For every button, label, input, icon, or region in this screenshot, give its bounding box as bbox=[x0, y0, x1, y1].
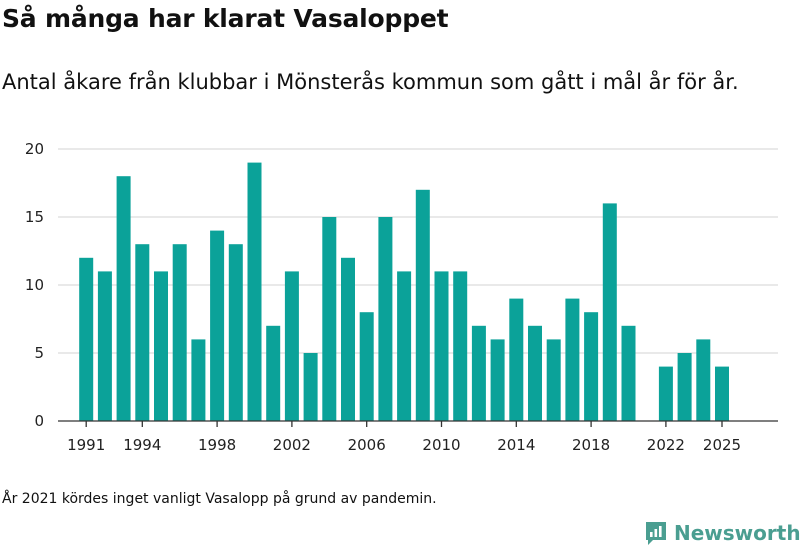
bar-2014 bbox=[509, 298, 524, 421]
newsworthy-logo-text: Newsworthy bbox=[674, 521, 800, 545]
bar-2018 bbox=[584, 312, 599, 421]
bar-2024 bbox=[696, 339, 711, 421]
bar-2004 bbox=[322, 217, 337, 421]
chart-title: Så många har klarat Vasaloppet bbox=[2, 4, 449, 33]
bar-1999 bbox=[228, 244, 243, 421]
bar-1997 bbox=[191, 339, 206, 421]
bar-1998 bbox=[210, 230, 225, 421]
x-tick-label-2018: 2018 bbox=[572, 436, 610, 454]
bar-2020 bbox=[621, 325, 636, 421]
bar-2025 bbox=[715, 366, 729, 421]
bar-1995 bbox=[154, 271, 168, 421]
bars bbox=[79, 162, 729, 421]
bar-2012 bbox=[471, 325, 486, 421]
y-tick-label-5: 5 bbox=[34, 344, 44, 362]
bar-2007 bbox=[378, 217, 393, 421]
chart-subtitle: Antal åkare från klubbar i Mönsterås kom… bbox=[2, 70, 739, 94]
bar-2009 bbox=[415, 189, 430, 421]
bar-1992 bbox=[97, 271, 112, 421]
newsworthy-logo: Newsworthy bbox=[644, 520, 800, 546]
bar-2016 bbox=[546, 339, 561, 421]
bar-2006 bbox=[359, 312, 374, 421]
bar-2015 bbox=[528, 325, 542, 421]
x-tick-label-2010: 2010 bbox=[422, 436, 460, 454]
x-tick-label-2022: 2022 bbox=[647, 436, 685, 454]
bar-2011 bbox=[453, 271, 468, 421]
bar-2000 bbox=[247, 162, 262, 421]
y-tick-label-15: 15 bbox=[25, 208, 44, 226]
x-tick-label-1991: 1991 bbox=[67, 436, 105, 454]
x-tick-label-2006: 2006 bbox=[348, 436, 386, 454]
y-axis-labels: 0 5 10 15 20 bbox=[25, 140, 44, 430]
y-tick-label-0: 0 bbox=[34, 412, 44, 430]
bar-1996 bbox=[172, 244, 187, 421]
bar-2019 bbox=[602, 203, 617, 421]
x-tick-label-2014: 2014 bbox=[497, 436, 535, 454]
bar-2002 bbox=[284, 271, 299, 421]
bar-2013 bbox=[490, 339, 505, 421]
bar-2001 bbox=[266, 325, 281, 421]
bar-1991 bbox=[79, 257, 94, 421]
bar-1993 bbox=[116, 176, 131, 421]
y-tick-label-10: 10 bbox=[25, 276, 44, 294]
bar-2022 bbox=[658, 366, 673, 421]
y-tick-label-20: 20 bbox=[25, 140, 44, 158]
bar-2023 bbox=[677, 353, 692, 421]
bar-2005 bbox=[341, 257, 355, 421]
footnote: År 2021 kördes inget vanligt Vasalopp på… bbox=[2, 491, 437, 507]
bar-1994 bbox=[135, 244, 150, 421]
newsworthy-logo-icon bbox=[646, 522, 666, 545]
x-tick-label-1998: 1998 bbox=[198, 436, 236, 454]
x-axis bbox=[58, 420, 778, 427]
x-tick-label-2002: 2002 bbox=[273, 436, 311, 454]
x-tick-label-1994: 1994 bbox=[123, 436, 161, 454]
bar-2008 bbox=[397, 271, 412, 421]
x-axis-labels: 1991 1994 1998 2002 2006 2010 2014 2018 2022 2025 bbox=[67, 436, 741, 454]
bar-2017 bbox=[565, 298, 580, 421]
bar-2003 bbox=[303, 353, 318, 421]
x-tick-label-2025: 2025 bbox=[703, 436, 741, 454]
bar-2010 bbox=[434, 271, 449, 421]
